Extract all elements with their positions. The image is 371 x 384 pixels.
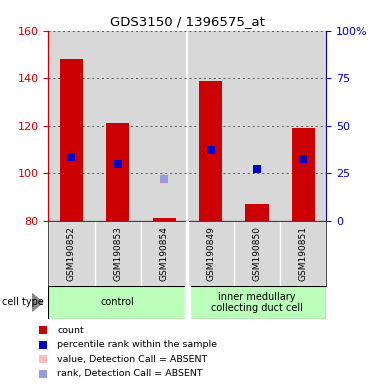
Point: [115, 161, 121, 167]
Point: [69, 154, 75, 160]
Text: percentile rank within the sample: percentile rank within the sample: [58, 340, 217, 349]
Point: [301, 156, 306, 162]
Bar: [280, 31, 326, 221]
Bar: [187, 221, 188, 286]
Text: count: count: [58, 326, 84, 335]
Bar: [234, 31, 280, 221]
Bar: [152, 218, 176, 221]
Point: [254, 166, 260, 172]
Bar: [245, 204, 269, 221]
Text: value, Detection Call = ABSENT: value, Detection Call = ABSENT: [58, 355, 208, 364]
Bar: [141, 31, 187, 221]
Point: [161, 177, 167, 184]
Bar: [292, 128, 315, 221]
Point: [161, 176, 167, 182]
Text: GSM190851: GSM190851: [299, 226, 308, 281]
Bar: [199, 81, 222, 221]
Point: [40, 371, 46, 377]
Point: [40, 356, 46, 362]
Text: GSM190853: GSM190853: [113, 226, 122, 281]
Bar: [187, 31, 234, 221]
Text: GSM190854: GSM190854: [160, 226, 169, 281]
Text: GSM190850: GSM190850: [252, 226, 262, 281]
Point: [40, 342, 46, 348]
Bar: [187, 286, 326, 319]
Polygon shape: [32, 294, 43, 311]
Bar: [48, 31, 95, 221]
Text: rank, Detection Call = ABSENT: rank, Detection Call = ABSENT: [58, 369, 203, 378]
Bar: [48, 286, 187, 319]
Text: GSM190852: GSM190852: [67, 226, 76, 281]
Point: [40, 328, 46, 334]
Bar: [106, 123, 129, 221]
Bar: [95, 31, 141, 221]
Point: [208, 146, 214, 152]
Title: GDS3150 / 1396575_at: GDS3150 / 1396575_at: [110, 15, 265, 28]
Bar: [185, 286, 190, 319]
Text: inner medullary
collecting duct cell: inner medullary collecting duct cell: [211, 291, 303, 313]
Text: GSM190849: GSM190849: [206, 226, 215, 281]
Text: cell type: cell type: [2, 297, 44, 308]
Text: control: control: [101, 297, 135, 308]
Bar: [60, 59, 83, 221]
